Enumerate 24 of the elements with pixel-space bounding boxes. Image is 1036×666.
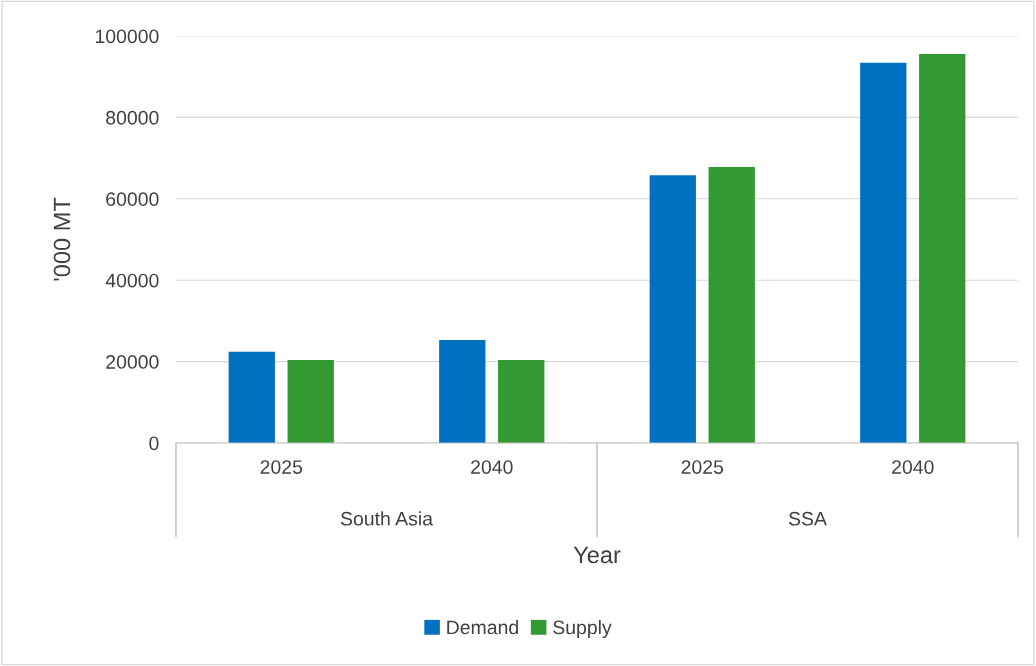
text: South Asia xyxy=(340,511,433,526)
legend-label: Demand xyxy=(447,619,518,635)
bar xyxy=(228,351,275,443)
x-tick-label: 2040 xyxy=(471,460,513,474)
x-tick-label: 2040 xyxy=(892,460,934,474)
text: SSA xyxy=(788,511,827,526)
x-axis-title: Year xyxy=(573,546,621,564)
bar xyxy=(649,175,696,443)
y-tick-label: 40000 xyxy=(105,273,159,288)
y-tick-label: 100000 xyxy=(95,29,159,44)
y-tick-label: 20000 xyxy=(106,355,159,369)
bar xyxy=(708,167,755,443)
bar xyxy=(860,62,907,443)
y-tick-label: 80000 xyxy=(106,110,159,125)
legend-label: Supply xyxy=(553,619,612,639)
bar xyxy=(919,53,966,443)
y-tick-label: 0 xyxy=(149,436,159,451)
bar xyxy=(287,359,334,443)
bar xyxy=(498,359,545,443)
y-tick-label: 60000 xyxy=(106,192,159,207)
bar xyxy=(439,340,486,443)
x-tick-label: 2025 xyxy=(681,460,724,474)
x-tick-label: 2025 xyxy=(260,460,303,474)
y-axis-title: '000 MT xyxy=(53,197,71,281)
